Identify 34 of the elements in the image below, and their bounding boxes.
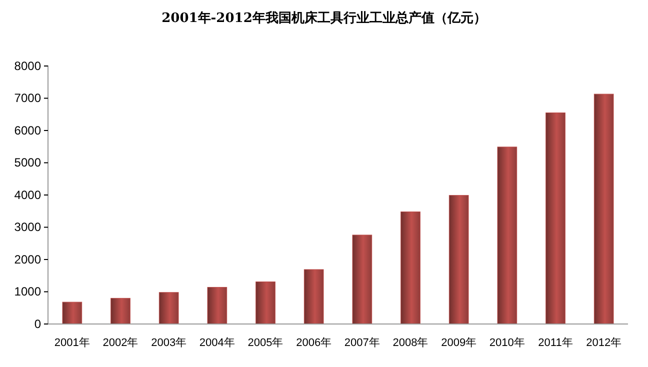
bar [304, 269, 324, 324]
y-tick-label: 5000 [14, 156, 42, 170]
bar [352, 234, 372, 324]
bar [62, 302, 82, 324]
bar [546, 112, 566, 324]
x-tick-label: 2001年 [54, 336, 90, 349]
y-tick-label: 6000 [14, 123, 42, 138]
x-tick-label: 2011年 [538, 336, 573, 349]
x-tick-label: 2003年 [151, 336, 187, 349]
y-tick-label: 4000 [14, 188, 42, 202]
x-tick-label: 2010年 [489, 336, 525, 349]
bar [400, 212, 420, 324]
y-tick-label: 3000 [14, 220, 42, 234]
y-tick-label: 0 [34, 316, 42, 331]
x-tick-label: 2008年 [392, 336, 428, 349]
x-tick-label: 2006年 [296, 336, 332, 349]
x-tick-label: 2012年 [586, 336, 622, 349]
y-tick-label: 1000 [14, 284, 42, 299]
bar [158, 292, 179, 324]
x-tick-label: 2007年 [344, 336, 380, 349]
y-tick-label: 7000 [14, 91, 42, 106]
x-tick-label: 2004年 [199, 336, 235, 349]
bar [256, 282, 276, 324]
bar [594, 94, 614, 324]
chart-title: 2001年-2012年我国机床工具行业工业总产值（亿元） [162, 10, 486, 26]
y-tick-label: 2000 [14, 252, 42, 266]
bar [207, 286, 228, 324]
x-tick-label: 2002年 [102, 336, 138, 349]
bar [497, 146, 518, 324]
x-tick-label: 2005年 [248, 336, 284, 349]
y-tick-label: 8000 [14, 58, 42, 73]
bar [110, 298, 130, 324]
x-tick-label: 2009年 [441, 336, 477, 349]
bar [448, 195, 469, 324]
